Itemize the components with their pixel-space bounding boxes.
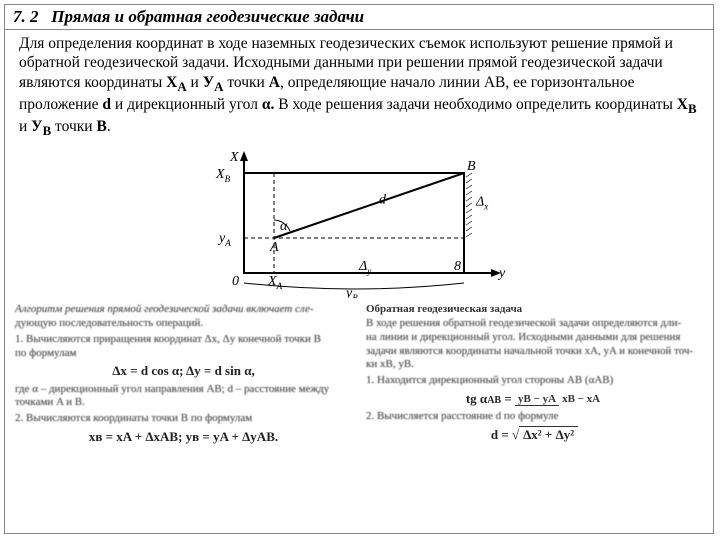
l-p2b: по формулам: [15, 347, 76, 359]
svg-text:yВ: yВ: [344, 286, 358, 298]
r-p4: ки xB, yB.: [366, 358, 414, 370]
svg-text:Δx: Δx: [475, 195, 488, 212]
r-f1-den: xB − xA: [559, 393, 603, 405]
svg-text:0: 0: [232, 274, 239, 289]
r-p1: В ходе решения обратной геодезической за…: [366, 317, 681, 329]
svg-text:yA: yA: [217, 231, 231, 248]
r-f1-num: yB − yA: [515, 393, 559, 406]
svg-text:y: y: [497, 266, 506, 281]
svg-text:Δy: Δy: [358, 259, 371, 276]
r-f1-sub: AB: [487, 395, 501, 406]
l-p1b: дующую последовательность операций.: [15, 317, 203, 329]
svg-text:α: α: [280, 219, 288, 234]
geodesy-diagram: Xy 0 А Вd XВ yA α XA Δy 8 Δx yВ: [5, 143, 713, 303]
r-p2: на линии и дирекционный угол. Исходными …: [366, 331, 680, 343]
svg-text:8: 8: [454, 259, 461, 274]
r-formula2: d = √Δx² + Δy²: [366, 427, 703, 443]
page-frame: 7. 2 Прямая и обратная геодезические зад…: [4, 4, 714, 534]
l-p4: 2. Вычисляются координаты точки B по фор…: [15, 412, 252, 424]
right-column: Обратная геодезическая задача В ходе реш…: [366, 303, 703, 448]
svg-text:d: d: [379, 193, 387, 208]
r-f2-pre: d =: [491, 427, 512, 442]
r-f1-lhs: tg α: [466, 391, 487, 406]
section-title: Прямая и обратная геодезические задачи: [51, 7, 364, 26]
svg-text:X: X: [229, 150, 239, 165]
l-p3b: точками A и B.: [15, 396, 85, 408]
r-f2-rad: Δx² + Δy²: [519, 426, 578, 442]
r-p5: 1. Находится дирекционный угол стороны A…: [366, 374, 613, 386]
l-p2a: 1. Вычисляются приращения координат Δx, …: [15, 333, 321, 345]
r-heading: Обратная геодезическая задача: [366, 303, 703, 317]
svg-text:XВ: XВ: [215, 167, 231, 184]
svg-text:XA: XA: [267, 274, 283, 291]
svg-text:А: А: [269, 240, 279, 255]
r-p3: задачи являются координаты начальной точ…: [366, 345, 693, 357]
section-number: 7. 2: [13, 7, 39, 26]
l-formula2: xв = xA + ΔxAB; yв = yA + ΔyAB.: [15, 429, 352, 445]
section-header: 7. 2 Прямая и обратная геодезические зад…: [5, 5, 713, 30]
svg-text:В: В: [467, 159, 476, 174]
r-p6: 2. Вычисляется расстояние d по формуле: [366, 410, 558, 422]
l-p1: Алгоритм решения прямой геодезической за…: [15, 303, 314, 315]
l-p3a: где α – дирекционный угол направления AB…: [15, 383, 329, 395]
l-formula1: Δx = d cos α; Δy = d sin α,: [15, 363, 352, 379]
intro-paragraph: Для определения координат в ходе наземны…: [5, 30, 713, 139]
left-column: Алгоритм решения прямой геодезической за…: [15, 303, 352, 448]
r-formula1: tg αAB = yB − yAxB − xA: [366, 391, 703, 408]
two-column-block: Алгоритм решения прямой геодезической за…: [5, 303, 713, 448]
